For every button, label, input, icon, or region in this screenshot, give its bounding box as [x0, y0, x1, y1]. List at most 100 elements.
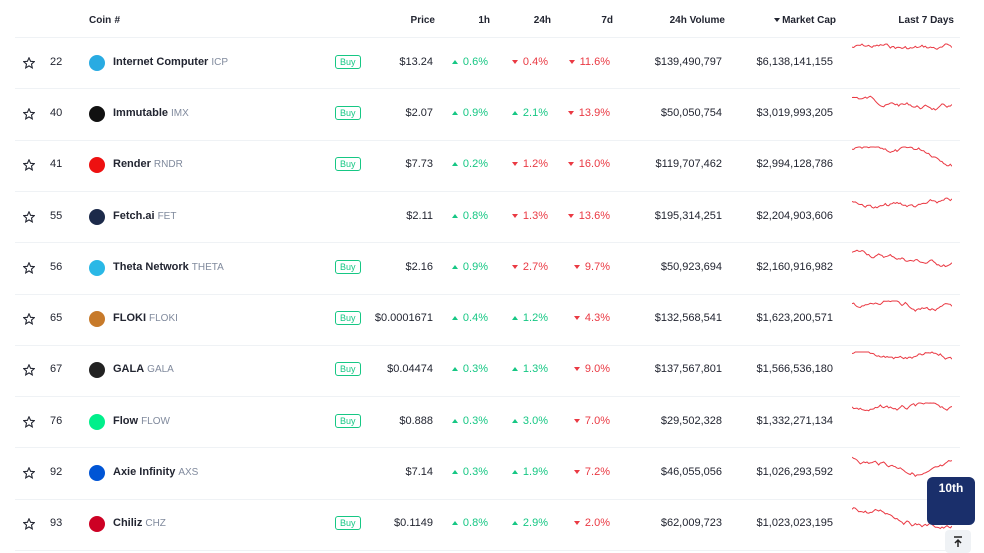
watchlist-star[interactable]	[23, 467, 35, 480]
change-h24: 0.4%	[498, 56, 548, 68]
watchlist-star[interactable]	[23, 56, 35, 69]
volume: $139,490,797	[654, 55, 722, 68]
name: Axie Infinity	[113, 466, 176, 479]
coin-name[interactable]: Render RNDR	[113, 158, 183, 170]
column-header[interactable]: #	[114, 15, 120, 26]
scroll-top-button[interactable]	[945, 530, 971, 553]
column-header[interactable]: Market Cap	[782, 15, 836, 26]
trend-arrow	[573, 521, 580, 526]
column-header[interactable]: Price	[410, 15, 435, 26]
sparkline	[852, 146, 952, 167]
volume: $50,050,754	[660, 106, 722, 119]
change-value: 11.6%	[579, 55, 610, 68]
change-h24: 1.2%	[498, 158, 548, 170]
market-cap: $1,566,536,180	[756, 363, 833, 376]
change-h24: 1.3%	[498, 363, 548, 375]
change-h1: 0.4%	[438, 312, 488, 324]
symbol: ICP	[211, 56, 229, 68]
price: $2.11	[406, 209, 433, 222]
column-header[interactable]: 24h Volume	[669, 15, 725, 26]
coin-name[interactable]: FLOKI FLOKI	[113, 312, 178, 324]
row-divider	[15, 344, 960, 346]
buy-button[interactable]: Buy	[335, 105, 361, 120]
watchlist-star[interactable]	[23, 159, 35, 172]
buy-button[interactable]: Buy	[335, 413, 361, 428]
change-h1: 0.2%	[438, 158, 488, 170]
column-header[interactable]: 24h	[533, 15, 551, 26]
sparkline	[852, 299, 952, 312]
coin-name[interactable]: Flow FLOW	[113, 415, 170, 427]
coin-name[interactable]: Chiliz CHZ	[113, 517, 166, 529]
change-h1: 0.6%	[438, 56, 488, 68]
volume: $137,567,801	[654, 363, 722, 376]
change-value: 0.8%	[462, 209, 488, 222]
column-header[interactable]: 1h	[478, 15, 490, 26]
coin-icon	[89, 54, 105, 71]
rank: 67	[50, 363, 63, 376]
change-value: 2.7%	[522, 260, 548, 273]
name: Chiliz	[113, 517, 143, 530]
change-d7: 2.0%	[560, 517, 610, 529]
change-d7: 13.9%	[560, 107, 610, 119]
buy-button[interactable]: Buy	[335, 311, 361, 326]
change-value: 7.2%	[584, 466, 610, 479]
change-value: 13.6%	[578, 209, 610, 222]
change-h1: 0.8%	[438, 517, 488, 529]
trend-arrow	[511, 59, 518, 64]
change-value: 0.3%	[462, 466, 488, 479]
watchlist-star[interactable]	[23, 210, 35, 223]
market-cap: $2,994,128,786	[756, 158, 833, 171]
watchlist-star[interactable]	[23, 261, 35, 274]
volume: $132,568,541	[654, 312, 722, 325]
change-h24: 1.2%	[498, 312, 548, 324]
watchlist-star[interactable]	[23, 415, 35, 428]
coin-icon	[89, 157, 105, 174]
trend-arrow	[451, 367, 458, 372]
change-h1: 0.3%	[438, 466, 488, 478]
watchlist-star[interactable]	[23, 518, 35, 531]
symbol: IMX	[171, 107, 189, 119]
coin-name[interactable]: Internet Computer ICP	[113, 56, 228, 68]
column-header[interactable]: 7d	[601, 15, 613, 26]
coin-name[interactable]: Theta Network THETA	[113, 261, 224, 273]
column-header: Coin	[89, 15, 112, 26]
rank: 92	[50, 466, 63, 479]
coin-name[interactable]: Fetch.ai FET	[113, 210, 176, 222]
change-value: 0.8%	[462, 517, 488, 530]
market-cap: $1,023,023,195	[756, 517, 833, 530]
volume: $62,009,723	[660, 517, 722, 530]
coin-name[interactable]: Immutable IMX	[113, 107, 189, 119]
name: Theta Network	[113, 260, 189, 273]
rank: 93	[50, 517, 63, 530]
coin-name[interactable]: GALA GALA	[113, 363, 174, 375]
volume: $50,923,694	[660, 260, 722, 273]
sparkline	[852, 197, 952, 209]
sparkline	[852, 249, 952, 268]
rank: 76	[50, 414, 63, 427]
watchlist-star[interactable]	[23, 107, 35, 120]
buy-button[interactable]: Buy	[335, 54, 361, 69]
buy-button[interactable]: Buy	[335, 516, 361, 531]
buy-button[interactable]: Buy	[335, 259, 361, 274]
change-value: 2.0%	[584, 517, 610, 530]
trend-arrow	[511, 213, 518, 218]
change-value: 9.7%	[584, 260, 610, 273]
market-cap: $2,160,916,982	[756, 260, 833, 273]
buy-button[interactable]: Buy	[335, 362, 361, 377]
trend-arrow	[451, 470, 458, 475]
sparkline	[852, 95, 952, 111]
watchlist-star[interactable]	[23, 313, 35, 326]
anniversary-badge[interactable]: 10th	[927, 477, 975, 525]
rank: 56	[50, 260, 63, 273]
watchlist-star[interactable]	[23, 364, 35, 377]
change-value: 7.0%	[584, 414, 610, 427]
trend-arrow	[451, 162, 458, 167]
trend-arrow	[451, 213, 458, 218]
coin-name[interactable]: Axie Infinity AXS	[113, 466, 198, 478]
change-value: 0.9%	[462, 260, 488, 273]
row-divider	[15, 37, 960, 38]
buy-button[interactable]: Buy	[335, 157, 361, 172]
trend-arrow	[511, 316, 518, 321]
change-h1: 0.9%	[438, 261, 488, 273]
